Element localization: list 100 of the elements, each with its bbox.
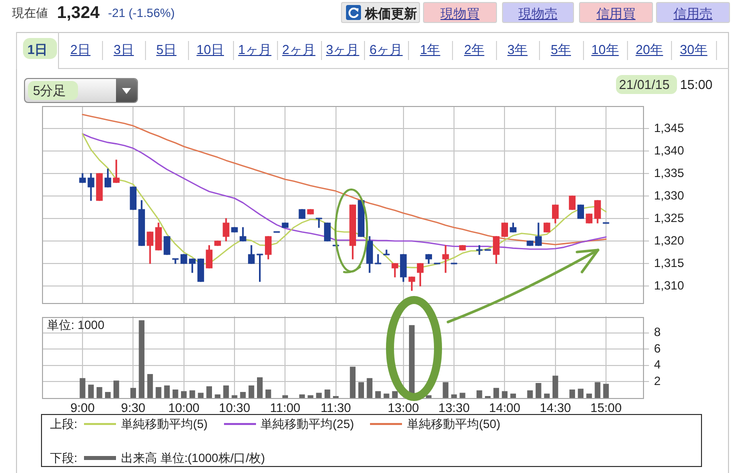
text: 2日 xyxy=(69,42,92,57)
bar xyxy=(138,320,144,398)
bar xyxy=(544,394,550,398)
bar xyxy=(451,394,457,398)
text: 30年 xyxy=(678,42,708,57)
bar xyxy=(198,392,204,398)
bar xyxy=(248,385,254,398)
text: 10年 xyxy=(590,42,620,57)
y-tick-label: 1,315 xyxy=(654,256,684,270)
bar xyxy=(366,378,372,398)
bar xyxy=(257,377,263,398)
text: 3日 xyxy=(112,42,135,57)
text: 現物売 xyxy=(518,6,558,21)
bar xyxy=(265,390,272,398)
bar xyxy=(460,392,466,398)
text: 1日 xyxy=(26,42,49,57)
bar xyxy=(232,395,238,398)
bar xyxy=(181,391,187,398)
legend-label: 単純移動平均(25) xyxy=(260,417,354,431)
bar xyxy=(578,388,584,398)
y-tick-label: 1,330 xyxy=(654,188,684,202)
y-tick-label: 6 xyxy=(654,341,661,356)
bar xyxy=(375,391,381,398)
bar xyxy=(502,391,508,398)
bar xyxy=(130,388,136,398)
x-tick-label: 11:00 xyxy=(270,400,300,415)
text: 20年 xyxy=(634,42,664,57)
text: 6ヶ月 xyxy=(369,42,403,57)
bar xyxy=(88,384,94,398)
legend-label: 単純移動平均(5) xyxy=(121,417,208,431)
legend-title: 下段: xyxy=(50,451,78,465)
bar xyxy=(172,390,178,398)
text: 信用買 xyxy=(596,6,636,21)
text: 信用売 xyxy=(672,6,714,21)
bar xyxy=(147,374,153,398)
bar xyxy=(594,382,600,398)
bar xyxy=(586,394,592,398)
text: 現在値 xyxy=(12,6,48,20)
bar xyxy=(510,394,516,398)
bar xyxy=(96,387,102,398)
text: 株価更新 xyxy=(365,6,417,21)
bar xyxy=(299,394,305,398)
y-tick-label: 1,340 xyxy=(654,143,684,158)
text: 5日 xyxy=(155,42,178,57)
bar xyxy=(282,395,288,398)
x-tick-label: 11:30 xyxy=(320,400,352,415)
text: 10日 xyxy=(196,42,224,57)
bar xyxy=(603,384,609,398)
legend-label: 出来高 単位:(1000株/口/枚) xyxy=(121,451,266,465)
x-tick-label: 13:00 xyxy=(388,400,420,415)
bar xyxy=(240,392,246,398)
legend-title: 上段: xyxy=(50,417,78,431)
text: 1ヶ月 xyxy=(238,42,272,57)
text: 1年 xyxy=(420,42,440,57)
bar xyxy=(552,376,558,398)
bar xyxy=(223,385,229,398)
text: 3年 xyxy=(506,42,529,57)
y-tick-label: 1,345 xyxy=(654,120,684,135)
bar xyxy=(493,388,500,398)
bar xyxy=(350,366,356,398)
text: 5年 xyxy=(550,42,572,57)
y-tick-label: 4 xyxy=(654,358,661,372)
x-tick-label: 14:30 xyxy=(540,400,572,415)
x-tick-label: 14:00 xyxy=(489,400,520,415)
text: -21 (-1.56%) xyxy=(108,6,175,20)
bar xyxy=(358,382,364,398)
x-tick-label: 9:00 xyxy=(70,400,95,415)
y-tick-label: 2 xyxy=(654,374,661,388)
bar xyxy=(156,387,162,398)
annotation: 単位: 1000 xyxy=(47,318,105,332)
bar xyxy=(569,390,576,398)
bar xyxy=(536,383,542,398)
bar xyxy=(113,380,120,398)
bar xyxy=(206,386,212,398)
text: 5分足 xyxy=(33,83,66,98)
bar xyxy=(308,395,314,398)
x-tick-label: 10:30 xyxy=(218,400,250,415)
bar xyxy=(324,390,330,398)
y-tick-label: 1,320 xyxy=(654,233,684,248)
text: 2ヶ月 xyxy=(282,42,316,57)
x-tick-label: 10:00 xyxy=(168,400,200,415)
y-tick-label: 1,325 xyxy=(654,210,684,225)
bar xyxy=(164,385,170,398)
bar xyxy=(214,394,220,398)
text: 2年 xyxy=(463,42,486,57)
text: 15:00 xyxy=(680,77,713,92)
text: 3ヶ月 xyxy=(326,42,360,57)
bar xyxy=(476,390,482,398)
x-tick-label: 9:30 xyxy=(121,400,146,415)
bar xyxy=(105,392,111,398)
text: 現物買 xyxy=(440,6,480,21)
text: 1,324 xyxy=(57,3,100,22)
x-tick-label: 13:30 xyxy=(438,400,470,415)
x-tick-label: 15:00 xyxy=(590,400,622,415)
bar xyxy=(426,395,432,398)
bar xyxy=(80,378,86,398)
y-tick-label: 8 xyxy=(654,325,661,340)
text: 21/01/15 xyxy=(619,77,670,92)
legend-label: 単純移動平均(50) xyxy=(407,417,500,431)
y-tick-label: 1,335 xyxy=(654,166,684,180)
